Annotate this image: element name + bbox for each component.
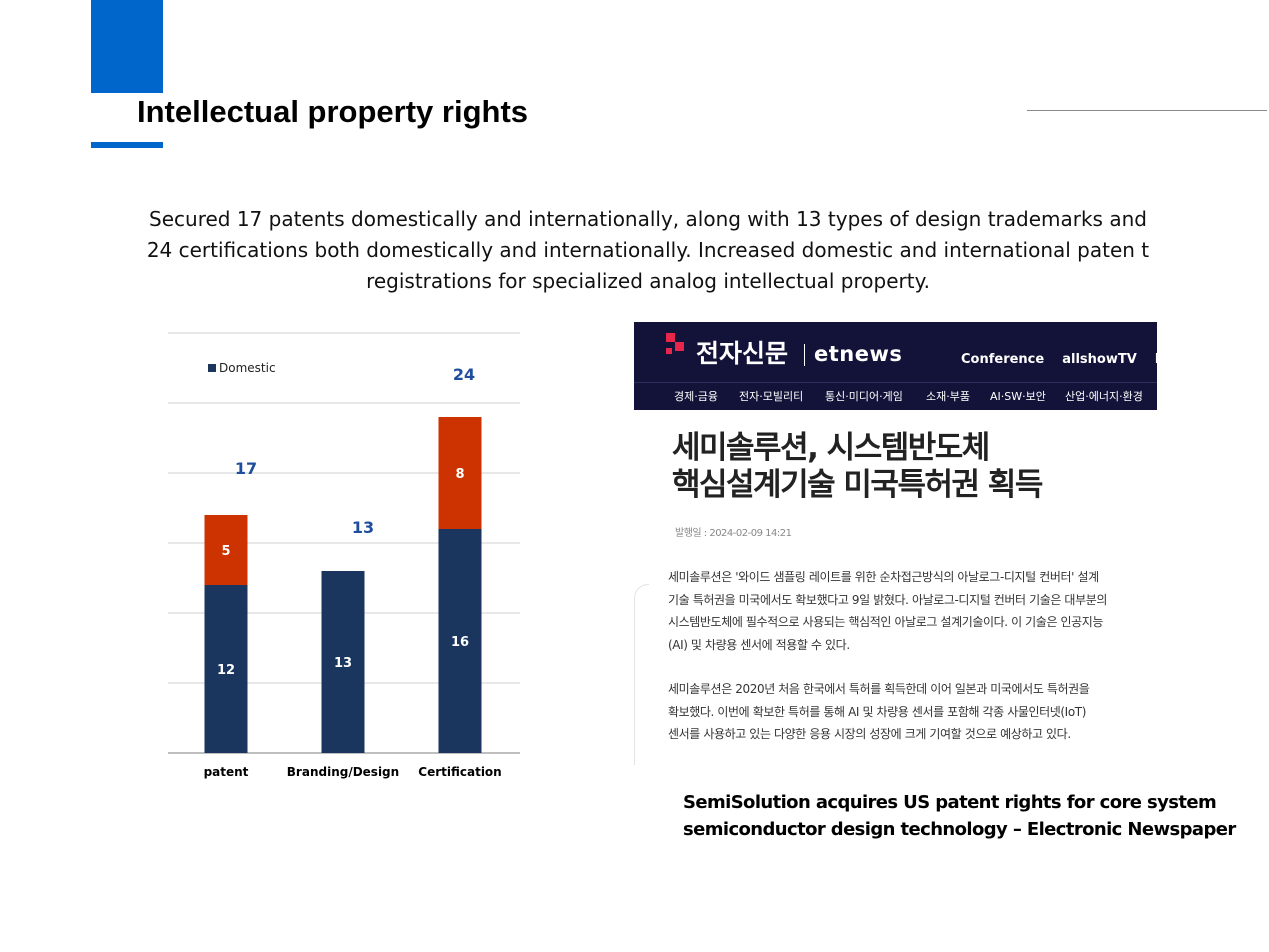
etnews-logo-icon	[666, 333, 690, 357]
top-link-conference[interactable]: Conference	[961, 352, 1045, 367]
header-rule	[1027, 110, 1267, 111]
x-tick-label: Branding/Design	[287, 765, 399, 779]
bar-segment	[204, 585, 248, 753]
ip-stacked-bar-chart: 12 5 17 patent 13 13 Branding/Design 16 8 24 Certi…	[160, 322, 535, 792]
news-top-links: Conference allshowTV En	[961, 352, 1157, 367]
news-category-menu: 경제·금융 전자·모빌리티 통신·미디어·게임 소재·부품 AI·SW·보안 산…	[634, 382, 1157, 411]
news-headline: 세미솔루션, 시스템반도체 핵심설계기술 미국특허권 획득	[672, 430, 1142, 504]
para-line: 확보했다. 이번에 확보한 특허를 통해 AI 및 차량용 센서를 포함해 각종…	[668, 704, 1086, 719]
news-logo-korean[interactable]: 전자신문	[696, 339, 789, 368]
news-header-bar: 전자신문 etnews Conference allshowTV En 경제·금융 …	[634, 322, 1157, 410]
menu-item-electronics[interactable]: 전자·모빌리티	[739, 390, 804, 403]
headline-line: 세미솔루션, 시스템반도체	[672, 430, 990, 466]
menu-item-economy[interactable]: 경제·금융	[674, 390, 718, 403]
caption-line: SemiSolution acquires US patent rights f…	[683, 792, 1217, 813]
para-line: 세미솔루션은 2020년 처음 한국에서 특허를 획득한데 이어 일본과 미국에…	[668, 682, 1090, 696]
para-line: (AI) 및 차량용 센서에 적용할 수 있다.	[668, 638, 850, 653]
bar-segment	[438, 417, 482, 529]
news-caption: SemiSolution acquires US patent rights f…	[683, 790, 1243, 843]
top-link-allshowtv[interactable]: allshowTV	[1062, 352, 1137, 367]
x-tick-label: patent	[204, 765, 249, 779]
news-paragraph-2: 세미솔루션은 2020년 처음 한국에서 특허를 획득한데 이어 일본과 미국에…	[668, 678, 1154, 746]
bar-value-label: 13	[334, 656, 352, 671]
menu-item-materials[interactable]: 소재·부품	[926, 390, 970, 403]
bar-segment	[204, 515, 248, 585]
bar-value-label: 5	[221, 544, 230, 559]
logo-divider	[804, 344, 805, 366]
para-line: 세미솔루션은 '와이드 샘플링 레이트를 위한 순차접근방식의 아날로그-디지털…	[668, 570, 1099, 584]
bar-total-label: 13	[352, 518, 374, 537]
title-accent-block	[91, 0, 163, 93]
slide-title: Intellectual property rights	[137, 94, 529, 129]
menu-item-industry[interactable]: 산업·에너지·환경	[1065, 390, 1143, 403]
caption-line: semiconductor design technology – Electr…	[683, 818, 1236, 840]
menu-item-ai-sw[interactable]: AI·SW·보안	[990, 390, 1046, 403]
para-line: 시스템반도체에 필수적으로 사용되는 핵심적인 아날로그 설계기술이다. 이 기…	[668, 615, 1104, 630]
legend-swatch	[208, 364, 216, 372]
news-logo-english[interactable]: etnews	[814, 342, 903, 366]
news-side-edge	[634, 584, 649, 765]
bar-segment	[321, 571, 365, 753]
legend-label: Domestic	[219, 361, 276, 375]
news-screenshot: 전자신문 etnews Conference allshowTV En 경제·금융 …	[634, 322, 1157, 766]
news-paragraph-1: 세미솔루션은 '와이드 샘플링 레이트를 위한 순차접근방식의 아날로그-디지털…	[668, 566, 1154, 657]
bar-value-label: 8	[455, 467, 464, 482]
bar-segment	[438, 529, 482, 753]
news-publish-date: 발행일 : 2024-02-09 14:21	[675, 528, 792, 539]
bar-value-label: 16	[451, 635, 469, 650]
intro-paragraph: Secured 17 patents domestically and inte…	[146, 207, 1150, 293]
chart-svg: 12 5 17 patent 13 13 Branding/Design 16 8 24 Certi…	[168, 332, 520, 779]
menu-item-telecom[interactable]: 통신·미디어·게임	[825, 390, 903, 403]
bar-total-label: 24	[453, 365, 475, 384]
x-tick-label: Certification	[418, 765, 501, 779]
title-accent-bar	[91, 142, 163, 148]
headline-line: 핵심설계기술 미국특허권 획득	[672, 467, 1043, 503]
top-link-english[interactable]: En	[1155, 352, 1157, 367]
bar-total-label: 17	[235, 459, 257, 478]
para-line: 센서를 사용하고 있는 다양한 응용 시장의 성장에 크게 기여할 것으로 예상…	[668, 727, 1071, 742]
para-line: 기술 특허권을 미국에서도 확보했다고 9일 밝혔다. 아날로그-디지털 컨버터…	[668, 592, 1107, 607]
bar-value-label: 12	[217, 663, 235, 678]
